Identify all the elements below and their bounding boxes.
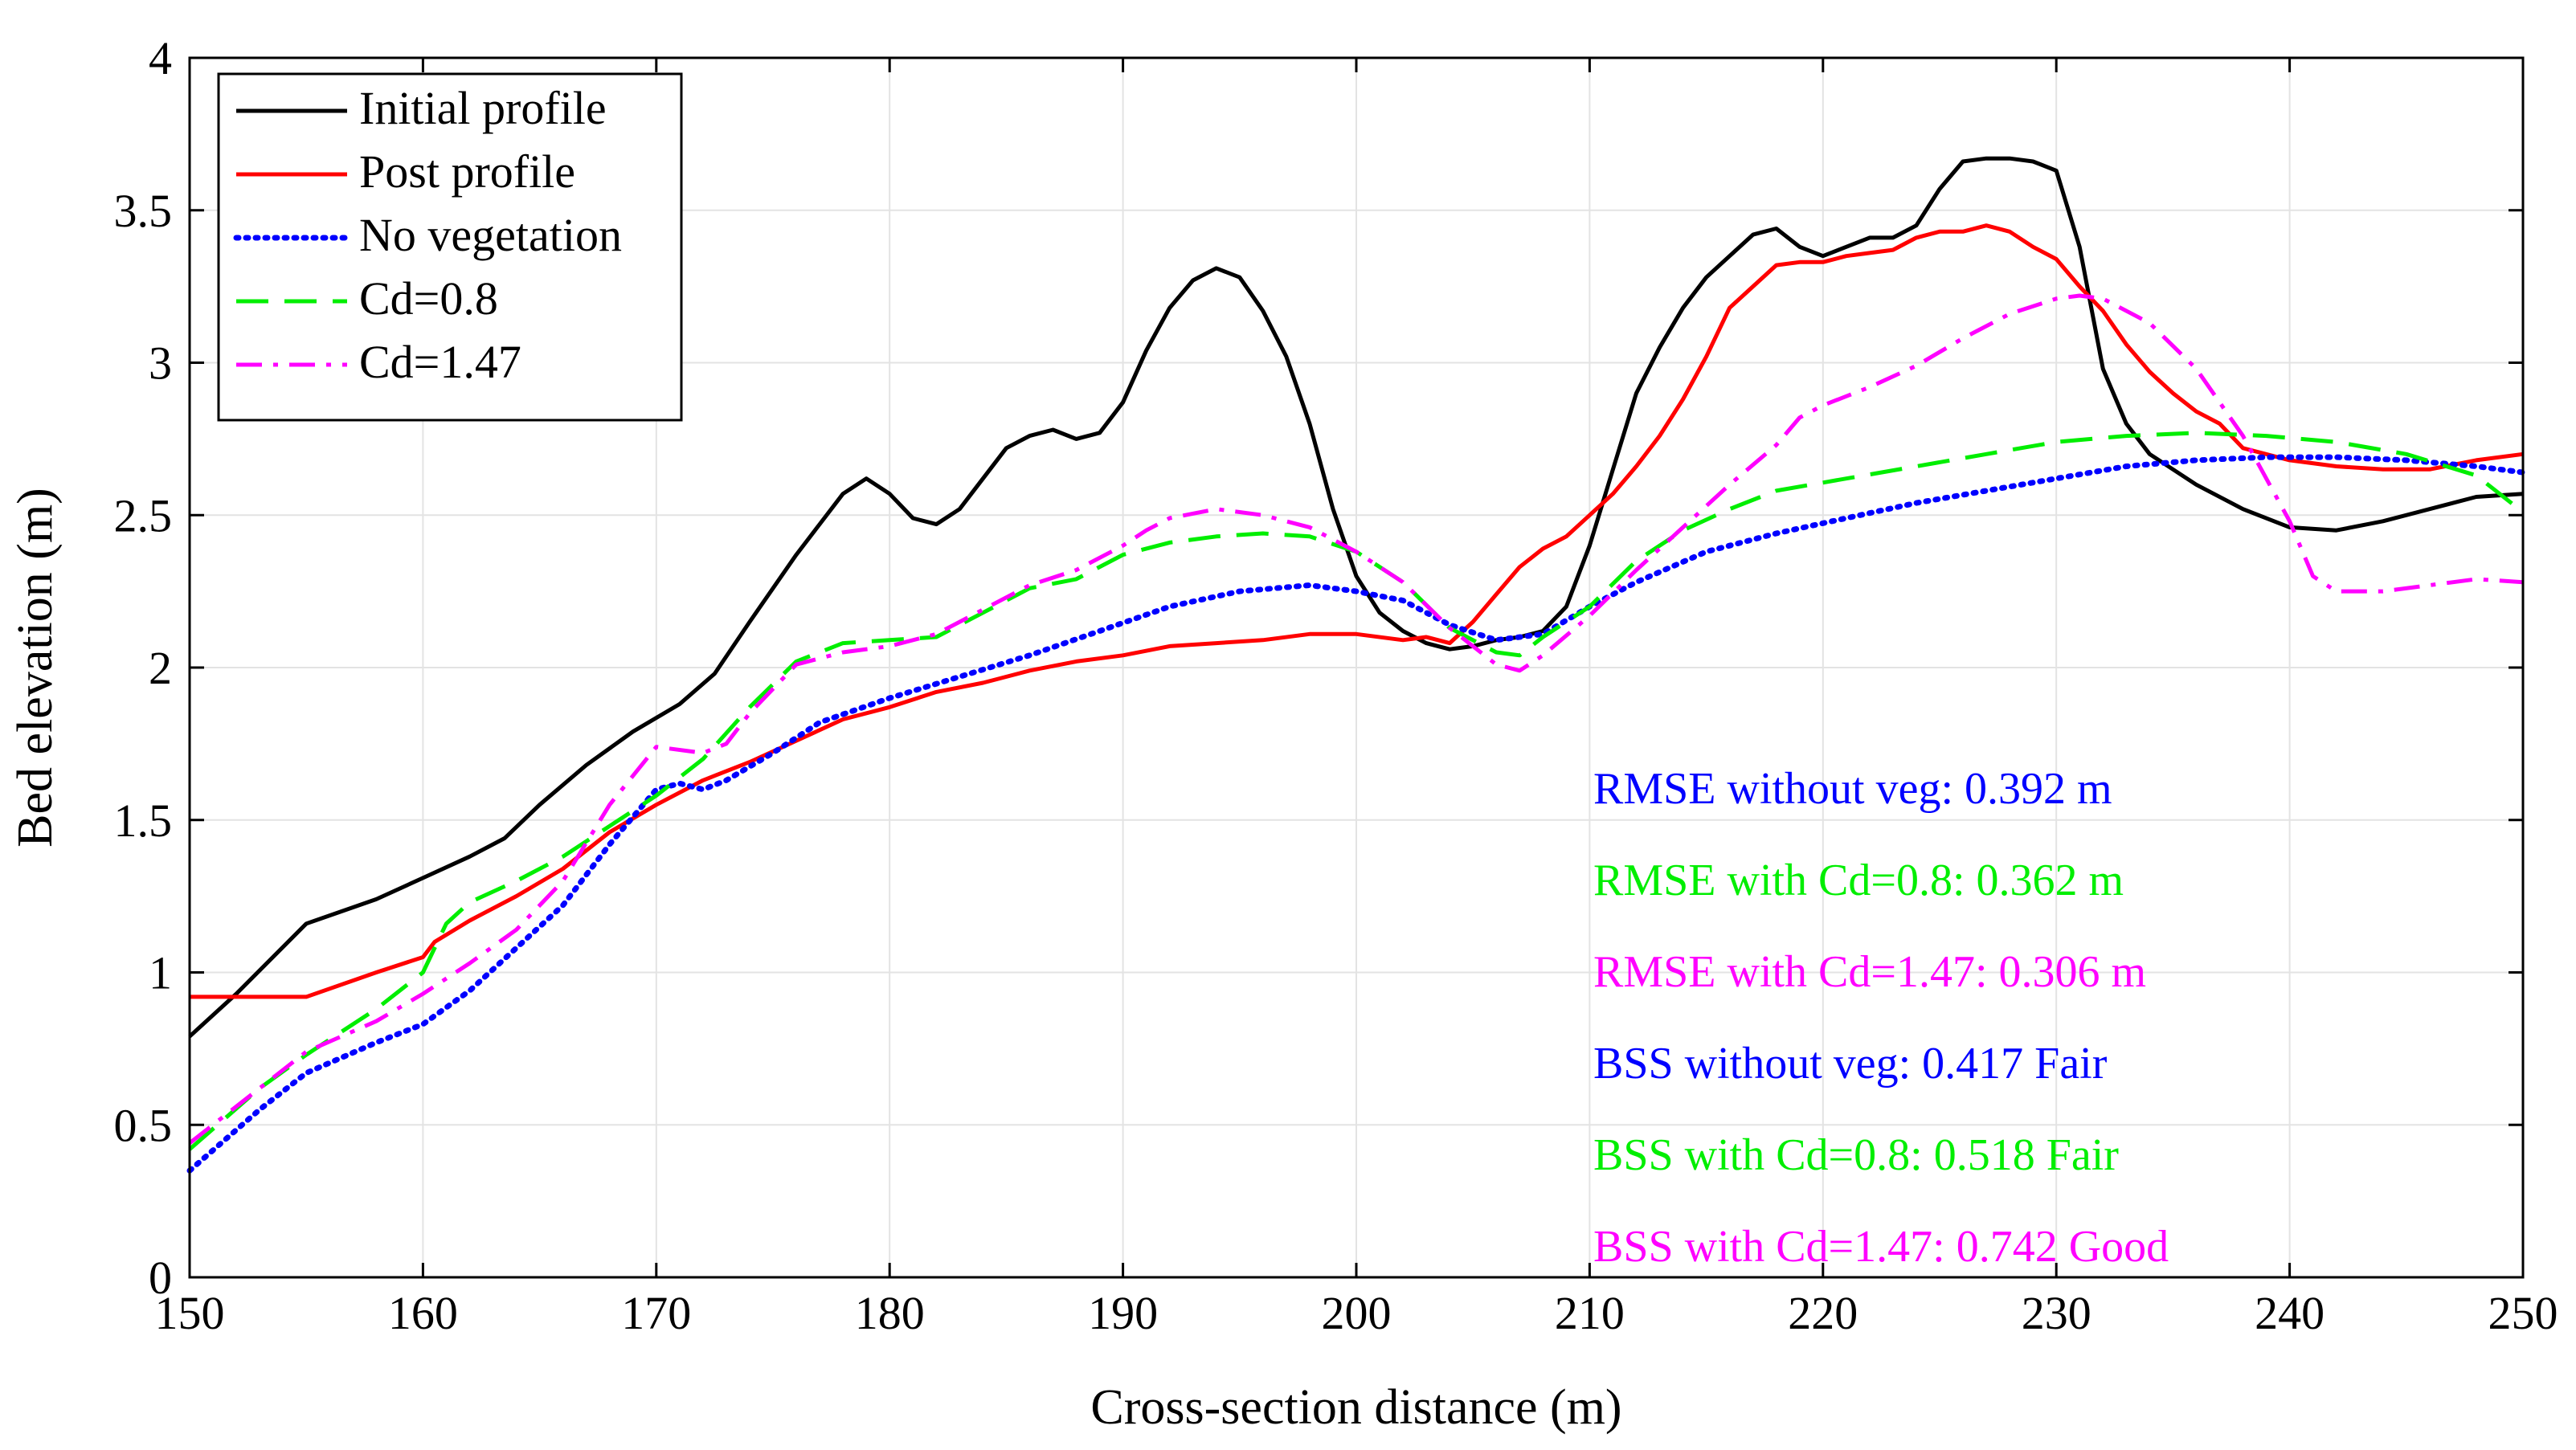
ticks: 150 160 170 180 190 200 210 220 230 240 250 0 0.5 1 1.… — [114, 32, 2558, 1339]
y-tick-label: 1 — [149, 947, 172, 999]
annotation-text: RMSE with Cd=1.47: 0.306 m — [1593, 947, 2146, 997]
x-tick-label: 180 — [855, 1287, 925, 1339]
series-line-cd-0-8 — [188, 431, 2525, 1151]
x-axis-title: Cross-section distance (m) — [1090, 1380, 1621, 1435]
y-tick-label: 2 — [149, 642, 172, 694]
annotation-text: BSS with Cd=0.8: 0.518 Fair — [1593, 1130, 2119, 1180]
y-tick-label: 3.5 — [114, 185, 173, 237]
x-tick-label: 200 — [1322, 1287, 1392, 1339]
y-tick-label: 3 — [149, 337, 172, 390]
legend-label: No vegetation — [359, 209, 622, 261]
annotation-text: RMSE with Cd=0.8: 0.362 m — [1593, 856, 2124, 905]
series-line-no-vegetation — [186, 454, 2526, 1174]
x-tick-label: 150 — [155, 1287, 225, 1339]
y-tick-label: 0 — [149, 1252, 172, 1304]
annotation-text: RMSE without veg: 0.392 m — [1593, 764, 2112, 814]
y-tick-label: 0.5 — [114, 1099, 173, 1151]
x-tick-label: 170 — [621, 1287, 691, 1339]
annotation-text: BSS with Cd=1.47: 0.742 Good — [1593, 1222, 2169, 1272]
legend-label: Cd=1.47 — [359, 336, 521, 388]
x-tick-label: 210 — [1555, 1287, 1625, 1339]
annotation-text: BSS without veg: 0.417 Fair — [1593, 1039, 2108, 1089]
x-tick-label: 160 — [388, 1287, 458, 1339]
series-group — [186, 156, 2526, 1174]
legend-label: Post profile — [359, 145, 575, 198]
legend: Initial profile Post profile No vegetation… — [217, 72, 683, 422]
series-line-initial-profile — [188, 156, 2524, 1039]
y-tick-label: 2.5 — [114, 489, 173, 541]
y-tick-label: 1.5 — [114, 794, 173, 847]
series-line-post-profile — [190, 223, 2524, 999]
series-line-cd-1-47 — [188, 293, 2524, 1145]
x-tick-label: 240 — [2255, 1287, 2325, 1339]
legend-label: Cd=0.8 — [359, 272, 498, 325]
x-tick-label: 220 — [1788, 1287, 1858, 1339]
legend-box — [217, 72, 683, 422]
annotations: RMSE without veg: 0.392 m RMSE with Cd=0.… — [1593, 764, 2169, 1272]
y-axis-title: Bed elevation (m) — [8, 488, 63, 848]
legend-label: Initial profile — [359, 82, 607, 134]
x-tick-label: 250 — [2488, 1287, 2558, 1339]
y-tick-label: 4 — [149, 32, 172, 84]
x-tick-label: 190 — [1088, 1287, 1158, 1339]
x-tick-label: 230 — [2022, 1287, 2091, 1339]
